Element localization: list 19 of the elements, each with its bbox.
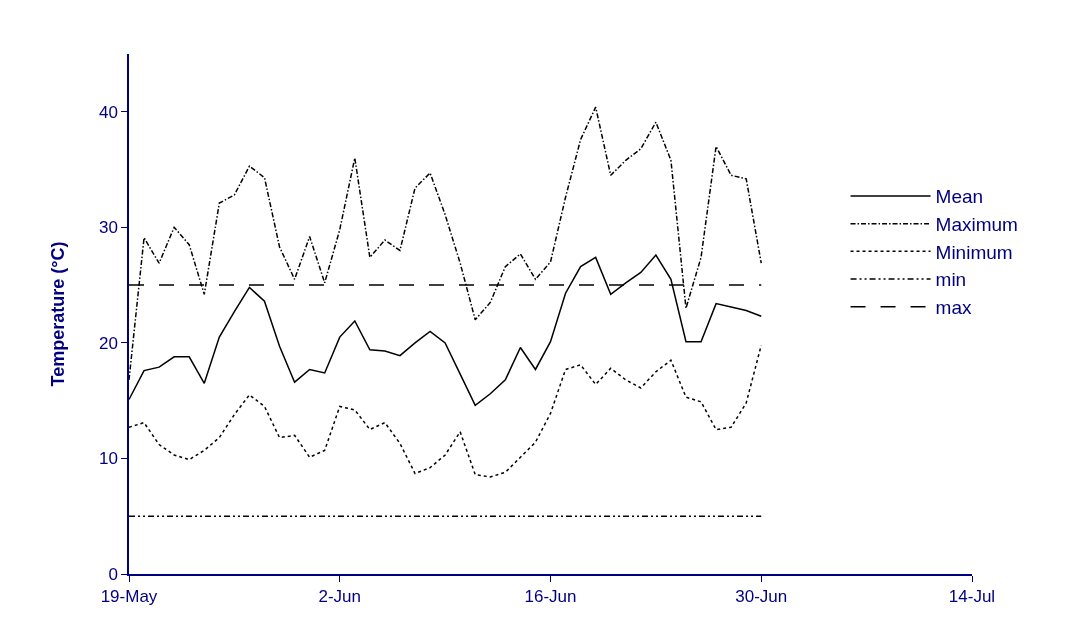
x-tick-label: 30-Jun	[735, 587, 788, 607]
y-axis-title: Temperature (°C)	[47, 241, 68, 387]
legend-label: max	[935, 297, 972, 319]
y-tick-label: 30	[98, 218, 118, 238]
y-tick-label: 0	[108, 564, 118, 584]
legend-label: Minimum	[935, 241, 1013, 263]
legend-label: Maximum	[935, 214, 1018, 236]
x-tick-label: 16-Jun	[524, 587, 577, 607]
legend-label: min	[935, 269, 967, 291]
y-tick-label: 20	[98, 333, 118, 353]
line-series	[129, 106, 762, 381]
legend-label: Mean	[935, 186, 984, 208]
x-tick-label: 19-May	[100, 587, 158, 607]
x-tick-label: 14-Jul	[948, 587, 996, 607]
line-series	[129, 254, 762, 407]
x-tick-label: 2-Jun	[318, 587, 362, 607]
line-series	[129, 344, 762, 478]
y-tick-label: 10	[98, 449, 118, 469]
y-tick-label: 40	[98, 102, 118, 122]
